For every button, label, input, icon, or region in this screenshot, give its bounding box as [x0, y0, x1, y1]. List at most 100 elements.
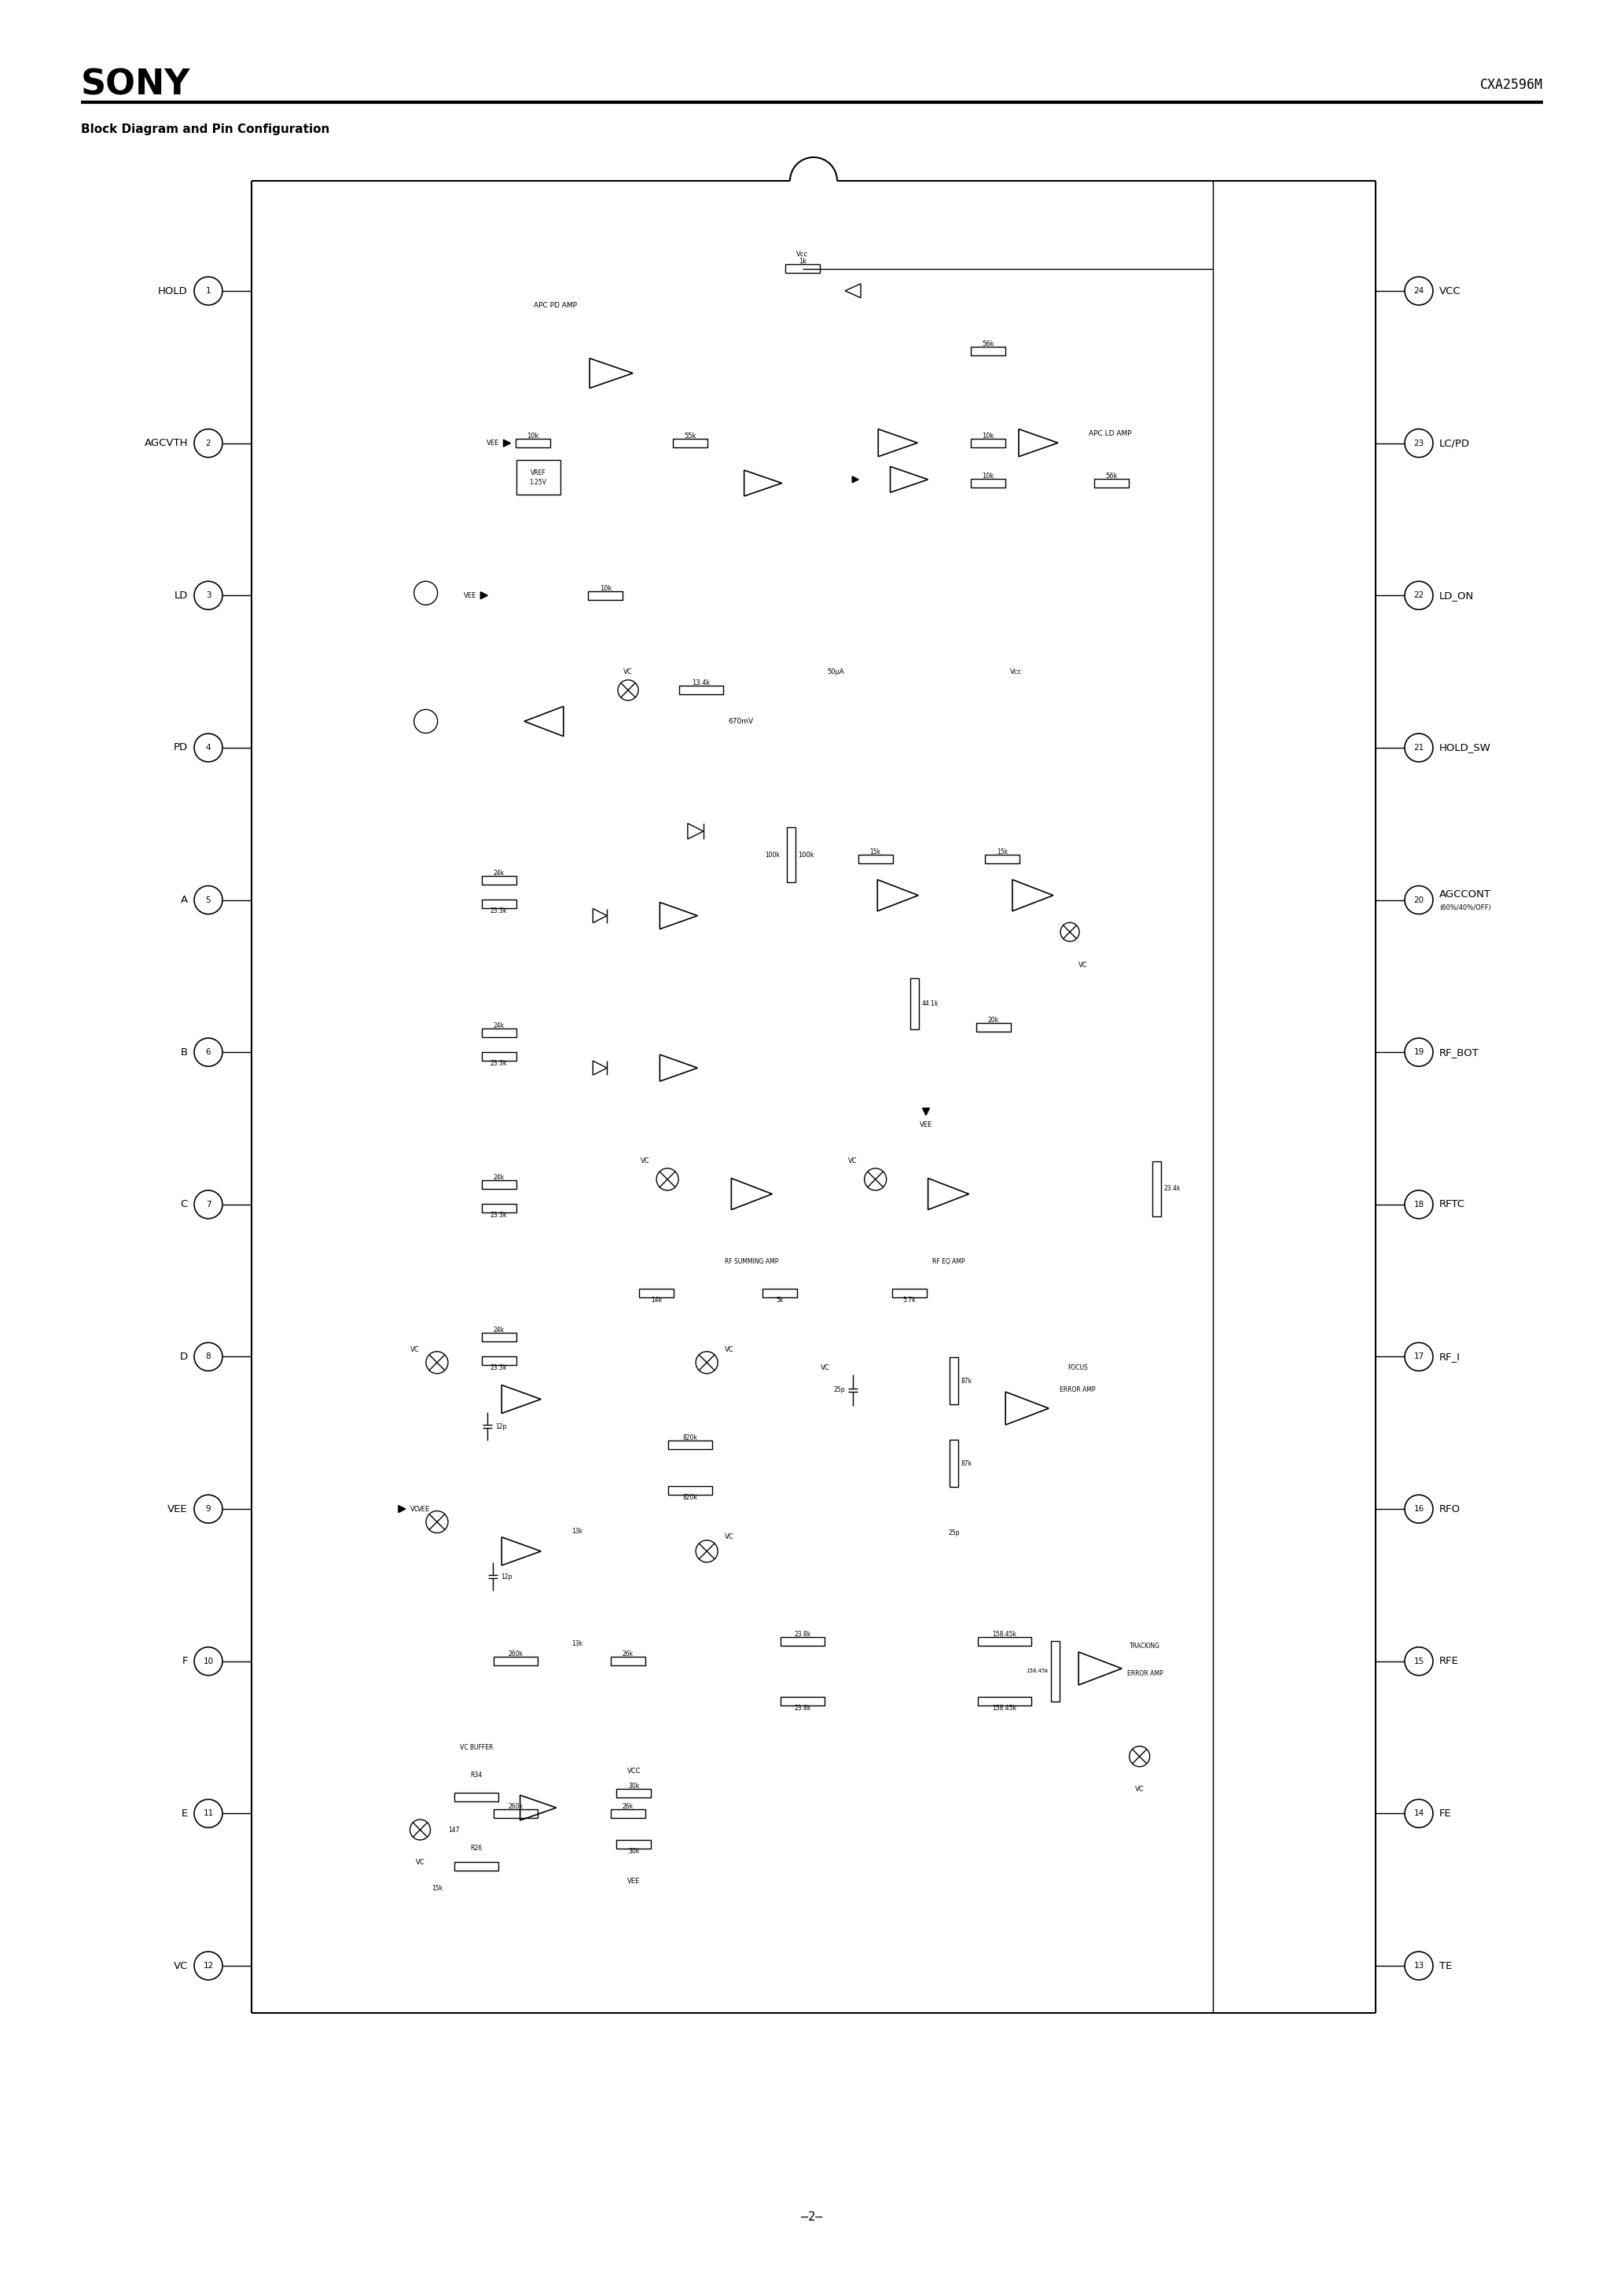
Text: 6: 6: [206, 1049, 211, 1056]
Text: 14k: 14k: [651, 1297, 661, 1304]
Text: 23.4k: 23.4k: [1163, 1185, 1181, 1192]
Text: VEE: VEE: [464, 592, 477, 599]
Text: 9: 9: [206, 1506, 211, 1513]
Text: VC: VC: [640, 1157, 650, 1164]
Text: RF_BOT: RF_BOT: [1439, 1047, 1479, 1058]
Text: 5.7k: 5.7k: [903, 1297, 916, 1304]
Text: FE: FE: [1439, 1809, 1452, 1818]
Text: 2: 2: [206, 439, 211, 448]
Text: TRACKING: TRACKING: [1130, 1644, 1161, 1651]
Text: Vcc: Vcc: [1010, 668, 1021, 675]
Bar: [482, 1203, 516, 1212]
Bar: [667, 1486, 711, 1495]
Text: 7: 7: [206, 1201, 211, 1208]
Text: 24k: 24k: [494, 1022, 505, 1029]
Text: VC: VC: [820, 1364, 830, 1371]
Text: 15: 15: [1413, 1658, 1424, 1665]
Text: 100k: 100k: [797, 852, 814, 859]
Text: SONY: SONY: [81, 69, 190, 101]
Bar: [971, 347, 1005, 356]
Text: LD: LD: [174, 590, 188, 602]
Bar: [679, 687, 723, 693]
Text: CXA2596M: CXA2596M: [1479, 78, 1543, 92]
Bar: [611, 1658, 645, 1665]
Bar: [482, 1052, 516, 1061]
Text: 16: 16: [1413, 1506, 1424, 1513]
Text: —2—: —2—: [801, 2211, 823, 2223]
Text: 10k: 10k: [983, 473, 994, 480]
Text: RF SUMMING AMP: RF SUMMING AMP: [724, 1258, 778, 1265]
Bar: [672, 439, 706, 448]
Bar: [1051, 1642, 1059, 1701]
Text: VEE: VEE: [417, 1506, 430, 1513]
Bar: [1151, 1162, 1161, 1217]
Bar: [617, 1789, 651, 1798]
Text: 23.3k: 23.3k: [490, 1364, 507, 1371]
Text: 10k: 10k: [526, 432, 539, 439]
Text: 670mV: 670mV: [728, 719, 754, 726]
Text: 44.1k: 44.1k: [922, 999, 939, 1008]
Text: 15k: 15k: [432, 1885, 443, 1892]
Text: 5k: 5k: [776, 1297, 783, 1304]
Bar: [455, 1862, 499, 1871]
Text: 21: 21: [1413, 744, 1424, 751]
Text: 158.45k: 158.45k: [1026, 1669, 1047, 1674]
Text: 87k: 87k: [961, 1378, 973, 1384]
Text: TE: TE: [1439, 1961, 1452, 1970]
Text: 260k: 260k: [508, 1802, 523, 1809]
Bar: [763, 1288, 797, 1297]
Text: 20: 20: [1413, 895, 1424, 905]
Bar: [857, 854, 893, 863]
Bar: [482, 877, 516, 884]
Text: 24k: 24k: [494, 1327, 505, 1334]
Bar: [494, 1809, 538, 1818]
Text: 23.8k: 23.8k: [794, 1706, 810, 1713]
Text: RFTC: RFTC: [1439, 1199, 1465, 1210]
Text: VEE: VEE: [487, 439, 500, 448]
Text: VC: VC: [724, 1534, 734, 1541]
Text: PD: PD: [174, 742, 188, 753]
Text: Vcc: Vcc: [796, 250, 809, 257]
Text: HOLD: HOLD: [158, 285, 188, 296]
Text: 8: 8: [206, 1352, 211, 1362]
Bar: [971, 439, 1005, 448]
Text: 87k: 87k: [961, 1460, 973, 1467]
Bar: [978, 1697, 1031, 1706]
Bar: [617, 1839, 651, 1848]
Text: 23.3k: 23.3k: [490, 1061, 507, 1068]
Text: 24: 24: [1413, 287, 1424, 294]
Bar: [786, 827, 796, 882]
Text: 260k: 260k: [508, 1651, 523, 1658]
Text: 15k: 15k: [870, 847, 880, 854]
Text: 56k: 56k: [1106, 473, 1117, 480]
Text: VCC: VCC: [1439, 285, 1462, 296]
Text: APC PD AMP: APC PD AMP: [533, 301, 577, 310]
Text: AGCVTH: AGCVTH: [145, 439, 188, 448]
Bar: [482, 1357, 516, 1366]
Text: E: E: [182, 1809, 188, 1818]
Text: 24k: 24k: [494, 870, 505, 877]
Text: 24k: 24k: [494, 1173, 505, 1180]
Text: 158.45k: 158.45k: [992, 1706, 1017, 1713]
Text: Block Diagram and Pin Configuration: Block Diagram and Pin Configuration: [81, 124, 330, 135]
Text: 23.3k: 23.3k: [490, 1212, 507, 1219]
Text: RF EQ AMP: RF EQ AMP: [932, 1258, 965, 1265]
Bar: [780, 1637, 825, 1646]
Bar: [482, 900, 516, 909]
Polygon shape: [922, 1109, 929, 1116]
Text: F: F: [182, 1655, 188, 1667]
Text: VC: VC: [409, 1506, 419, 1513]
Text: 12p: 12p: [502, 1573, 513, 1580]
Text: ERROR AMP: ERROR AMP: [1060, 1387, 1096, 1394]
Text: VC: VC: [848, 1157, 857, 1164]
Text: 23.3k: 23.3k: [490, 907, 507, 914]
Bar: [911, 978, 919, 1029]
Text: RF_I: RF_I: [1439, 1352, 1460, 1362]
Text: R34: R34: [471, 1770, 482, 1779]
Text: D: D: [180, 1352, 188, 1362]
Text: 12: 12: [203, 1961, 213, 1970]
Bar: [611, 1809, 645, 1818]
Text: AGCCONT: AGCCONT: [1439, 889, 1491, 900]
Text: HOLD_SW: HOLD_SW: [1439, 742, 1491, 753]
Text: 25p: 25p: [948, 1529, 960, 1536]
